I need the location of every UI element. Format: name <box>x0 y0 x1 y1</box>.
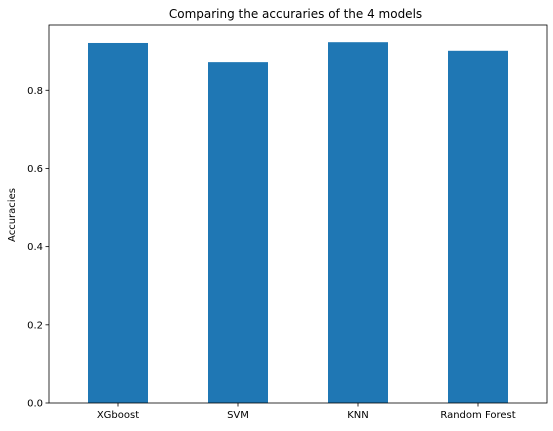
bar-svm <box>208 62 268 403</box>
x-tick-label: XGboost <box>97 410 139 421</box>
bar-xgboost <box>88 42 148 403</box>
y-tick-label: 0.6 <box>27 164 43 175</box>
chart-title: Comparing the accuraries of the 4 models <box>169 7 422 21</box>
x-tick-label: SVM <box>227 410 249 421</box>
y-tick-label: 0.4 <box>27 242 43 253</box>
plot-frame <box>48 24 548 404</box>
y-axis-label: Accuracies <box>7 188 18 242</box>
y-tick-label: 0.2 <box>27 320 43 331</box>
plot-area: XGboost SVM KNN Random Forest 0.0 0.2 0.4 0.6 0.… <box>27 24 548 421</box>
bar-random-forest <box>448 50 508 404</box>
y-tick-label: 0.8 <box>27 86 43 97</box>
x-tick-label: KNN <box>347 410 369 421</box>
y-tick-label: 0.0 <box>27 399 43 410</box>
x-tick-label: Random Forest <box>440 410 515 421</box>
bar-knn <box>328 42 388 403</box>
